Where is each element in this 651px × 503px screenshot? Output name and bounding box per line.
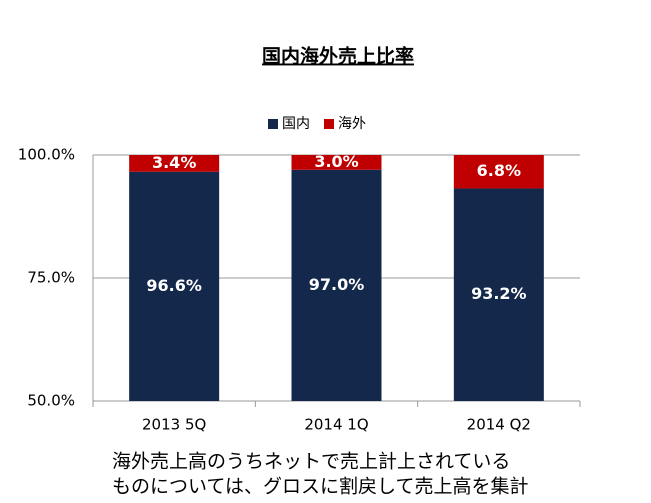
- chart-title: 国内海外売上比率: [262, 45, 414, 68]
- data-label: 96.6%: [146, 276, 202, 295]
- data-label: 6.8%: [477, 161, 521, 180]
- y-tick-label: 100.0%: [18, 146, 75, 164]
- x-tick-label: 2014 Q2: [467, 416, 531, 434]
- data-label: 3.0%: [314, 152, 358, 171]
- legend-swatch: [268, 119, 278, 129]
- bar-segment: [453, 155, 544, 189]
- annotation: ものについては、グロスに割戻して売上高を集計: [112, 476, 528, 498]
- x-tick-label: 2013 5Q: [142, 416, 206, 434]
- data-label: 93.2%: [471, 284, 527, 303]
- y-tick-label: 75.0%: [27, 269, 75, 287]
- data-label: 3.4%: [152, 153, 196, 172]
- legend-label: 国内: [282, 116, 310, 132]
- bar-segment: [291, 155, 382, 170]
- x-tick-label: 2014 1Q: [304, 416, 368, 434]
- bar-segment: [129, 155, 220, 172]
- legend-label: 海外: [338, 116, 366, 132]
- bar-segment: [453, 188, 544, 401]
- annotation: 海外売上高のうちネットで売上計上されている: [112, 451, 510, 473]
- bar-segment: [291, 169, 382, 401]
- legend-swatch: [324, 119, 334, 129]
- y-tick-label: 50.0%: [27, 392, 75, 410]
- bar-segment: [129, 171, 220, 401]
- data-label: 97.0%: [309, 275, 365, 294]
